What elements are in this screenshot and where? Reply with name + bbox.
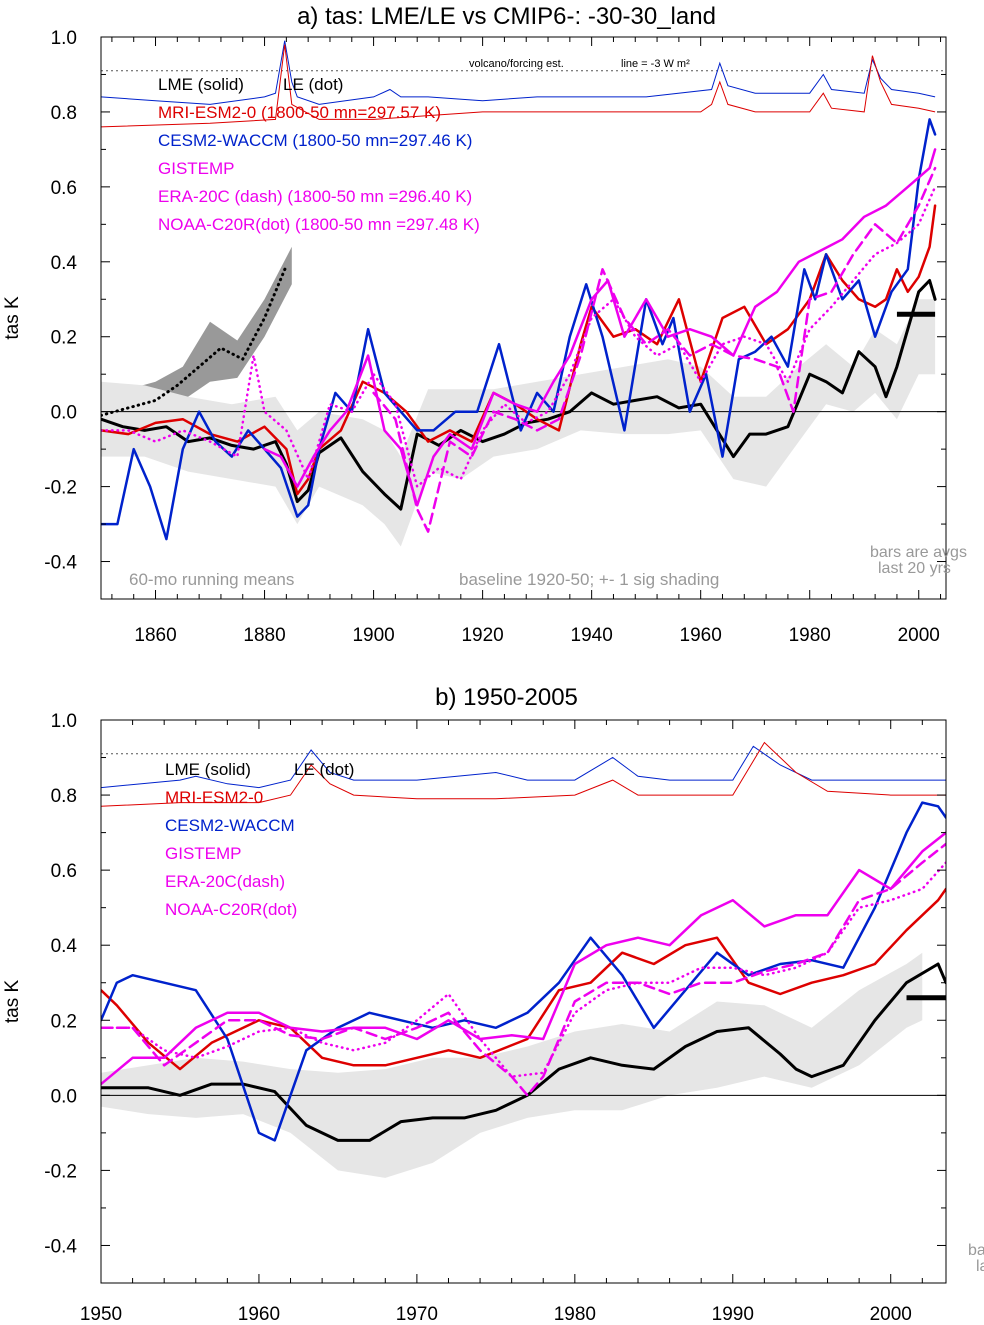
y-tick-label: 0.2 bbox=[51, 1011, 77, 1032]
y-tick-label: 0.4 bbox=[51, 936, 78, 957]
series-line-era-20c-dash bbox=[372, 166, 937, 533]
y-tick-label: 0.0 bbox=[51, 1086, 77, 1107]
series-line-cesm2-waccm bbox=[101, 118, 937, 541]
annotation-bars-note: bars are avgs bbox=[870, 544, 967, 561]
legend-entry-mri-esm2-0: MRI-ESM2-0 bbox=[165, 788, 263, 807]
y-tick-label: 0.6 bbox=[51, 861, 77, 882]
y-tick-label: 0.2 bbox=[51, 328, 77, 349]
panel-a: 1860 1880 1900 1920 1940 1960 1980 2000 -0.4 -0.2… bbox=[2, 3, 967, 646]
series-line-gistemp bbox=[101, 831, 946, 1086]
forcing-line-mri-esm2-0-forcing bbox=[101, 741, 946, 807]
y-tick-label: 0.8 bbox=[51, 103, 77, 124]
annotation-baseline: baseline 1920-50; +- 1 sig shading bbox=[459, 570, 719, 589]
forcing-line-cesm2-waccm-forcing bbox=[101, 40, 936, 105]
y-axis-label: tas K bbox=[2, 980, 23, 1024]
legend-entry-le-dot: LE (dot) bbox=[283, 75, 343, 94]
x-tick-label: 1980 bbox=[789, 625, 831, 646]
annotation-bars-note-2: last 20 yrs bbox=[878, 560, 951, 577]
plot-frame bbox=[100, 36, 947, 600]
series-line-noaa-c20r-dot bbox=[101, 185, 937, 488]
series-line-lme-solid bbox=[101, 962, 946, 1142]
x-tick-label: 1960 bbox=[680, 625, 722, 646]
forcing-line-cesm2-waccm-forcing bbox=[101, 745, 946, 789]
legend-entry-gistemp: GISTEMP bbox=[158, 159, 235, 178]
series-line-le-dot bbox=[101, 264, 288, 417]
y-tick-label: -0.4 bbox=[44, 553, 77, 574]
x-tick-label: 1920 bbox=[461, 625, 503, 646]
y-tick-label: 1.0 bbox=[51, 28, 77, 49]
y-tick-label: -0.2 bbox=[44, 1161, 77, 1182]
legend-entry-era-20c-dash: ERA-20C(dash) bbox=[165, 872, 285, 891]
panel-b: 1950 1960 1970 1980 1990 2000 -0.4 -0.2 0.0 0.2 0.… bbox=[2, 684, 984, 1325]
x-tick-label: 1950 bbox=[80, 1304, 122, 1325]
legend-entry-cesm2-waccm-1800-50-mn-297-46-k: CESM2-WACCM (1800-50 mn=297.46 K) bbox=[158, 131, 472, 150]
y-tick-label: 0.4 bbox=[51, 253, 78, 274]
y-axis-label: tas K bbox=[2, 296, 23, 340]
y-tick-label: 0.8 bbox=[51, 786, 77, 807]
annotation-volcano: volcano/forcing est. bbox=[469, 58, 564, 70]
legend-entry-lme-solid: LME (solid) bbox=[165, 760, 251, 779]
x-tick-label: 1960 bbox=[238, 1304, 280, 1325]
plot-frame bbox=[100, 719, 947, 1284]
legend-entry-noaa-c20r-dot-1800-50-mn-297-48-k: NOAA-C20R(dot) (1800-50 mn =297.48 K) bbox=[158, 215, 480, 234]
legend: LME (solid) LE (dot) MRI-ESM2-0 (1800-50 m… bbox=[158, 75, 480, 234]
x-tick-label: 1880 bbox=[243, 625, 285, 646]
y-tick-label: -0.4 bbox=[44, 1236, 77, 1257]
x-tick-label: 2000 bbox=[898, 625, 940, 646]
legend-entry-lme-solid: LME (solid) bbox=[158, 75, 244, 94]
series-line-lme-solid bbox=[101, 279, 937, 511]
series-line-era-20c-dash bbox=[101, 842, 946, 1097]
y-tick-label: 1.0 bbox=[51, 711, 77, 732]
x-tick-label: 1980 bbox=[554, 1304, 596, 1325]
series-line-noaa-c20r-dot bbox=[101, 861, 946, 1078]
band-lme-spread bbox=[101, 952, 923, 1178]
plot-area bbox=[101, 741, 946, 1178]
y-tick-label: 0.6 bbox=[51, 178, 77, 199]
annotation-running-means: 60-mo running means bbox=[129, 570, 294, 589]
x-tick-label: 1940 bbox=[571, 625, 613, 646]
legend-entry-cesm2-waccm: CESM2-WACCM bbox=[165, 816, 295, 835]
annotation-bars-note-2: la bbox=[976, 1258, 984, 1275]
y-tick-label: 0.0 bbox=[51, 403, 77, 424]
legend-entry-gistemp: GISTEMP bbox=[165, 844, 242, 863]
legend-entry-era-20c-dash-1800-50-mn-296-40-k: ERA-20C (dash) (1800-50 mn =296.40 K) bbox=[158, 187, 472, 206]
series-line-cesm2-waccm bbox=[101, 801, 946, 1142]
chart-title: b) 1950-2005 bbox=[435, 684, 578, 711]
series-line-gistemp bbox=[263, 148, 937, 507]
plot-area bbox=[101, 40, 946, 547]
legend-entry-noaa-c20r-dot: NOAA-C20R(dot) bbox=[165, 900, 297, 919]
legend-entry-mri-esm2-0-1800-50-mn-297-57-k: MRI-ESM2-0 (1800-50 mn=297.57 K) bbox=[158, 103, 441, 122]
x-tick-label: 1970 bbox=[396, 1304, 438, 1325]
forcing-line-mri-esm2-0-forcing bbox=[101, 44, 936, 128]
series-line-mri-esm2-0 bbox=[101, 887, 946, 1071]
x-tick-label: 1990 bbox=[712, 1304, 754, 1325]
x-tick-label: 2000 bbox=[870, 1304, 912, 1325]
y-tick-label: -0.2 bbox=[44, 478, 77, 499]
legend: LME (solid) LE (dot) MRI-ESM2-0 CESM2-WACCM… bbox=[165, 760, 354, 919]
annotation-line-note: line = -3 W m² bbox=[621, 58, 690, 70]
legend-entry-le-dot: LE (dot) bbox=[294, 760, 354, 779]
x-tick-label: 1860 bbox=[134, 625, 176, 646]
annotation-bars-note: ba bbox=[968, 1242, 984, 1259]
chart-title: a) tas: LME/LE vs CMIP6-: -30-30_land bbox=[297, 3, 716, 30]
x-tick-label: 1900 bbox=[352, 625, 394, 646]
